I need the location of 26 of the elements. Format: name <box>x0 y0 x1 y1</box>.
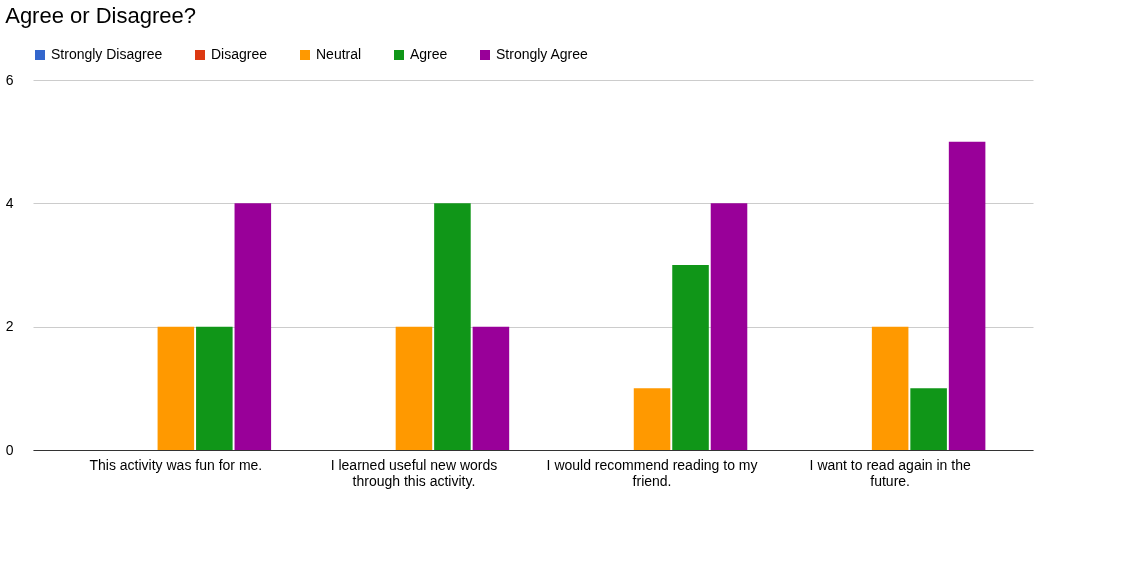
legend-label: Agree <box>410 46 448 62</box>
y-tick-label: 2 <box>5 318 14 335</box>
bar <box>234 203 272 450</box>
y-tick-label: 6 <box>5 71 14 88</box>
bar <box>196 326 233 450</box>
bar <box>472 326 510 450</box>
y-tick-label: 0 <box>5 441 14 458</box>
x-tick-label: This activity was fun for me. <box>89 456 263 473</box>
x-tick-label: I want to read again in the future. <box>809 456 971 489</box>
bar <box>672 265 709 450</box>
chart-title: Agree or Disagree? <box>5 3 196 28</box>
legend-label: Strongly Agree <box>496 46 589 62</box>
x-tick-label: I learned useful new words through this activity. <box>330 456 498 489</box>
bar <box>633 388 671 450</box>
x-tick-label: I would recommend reading to my friend. <box>546 456 758 489</box>
bar <box>910 388 947 450</box>
bar <box>434 203 471 450</box>
y-tick-label: 4 <box>5 194 14 211</box>
bar <box>395 326 433 450</box>
legend-label: Disagree <box>211 46 268 62</box>
bar <box>871 326 909 450</box>
legend-label: Neutral <box>316 46 362 62</box>
bar <box>948 141 986 450</box>
bar <box>157 326 195 450</box>
bar <box>710 203 748 450</box>
legend-label: Strongly Disagree <box>51 46 163 62</box>
